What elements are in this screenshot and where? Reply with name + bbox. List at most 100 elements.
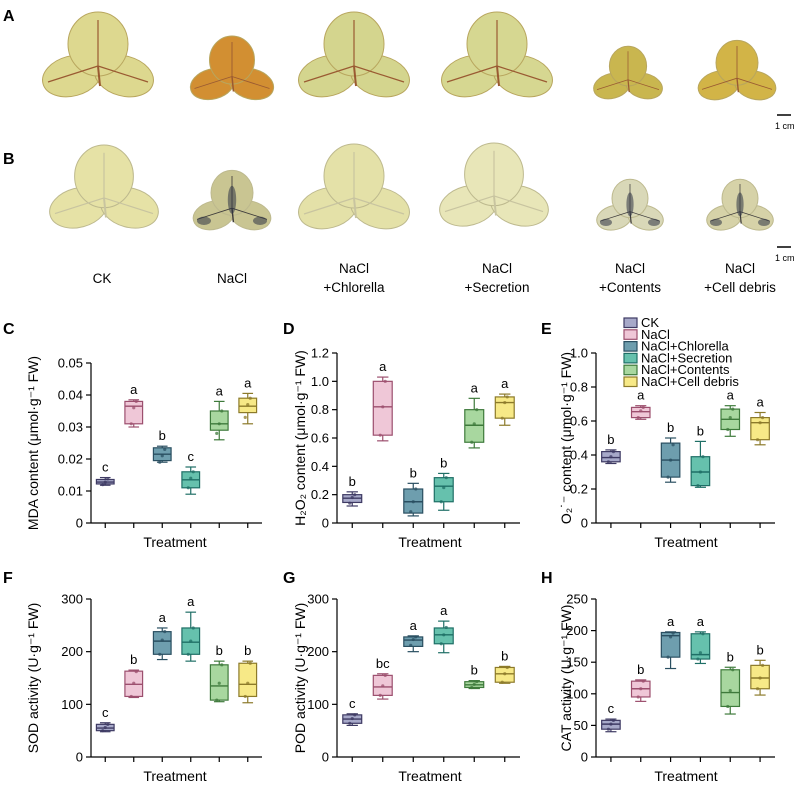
- legend-swatch: [623, 352, 638, 364]
- data-point: [246, 681, 250, 685]
- data-point: [134, 670, 138, 674]
- treatment-label-contents-line1: NaCl: [615, 261, 645, 276]
- panel-label-e: E: [541, 321, 552, 338]
- data-point: [505, 665, 509, 670]
- data-point: [383, 379, 387, 383]
- box-nacl: [124, 399, 144, 428]
- data-point: [726, 704, 730, 709]
- chart-pod: 0 100 200 300 c bc a a b b Treatment POD activity (…: [292, 592, 520, 784]
- leaf-vein: [194, 76, 233, 89]
- data-point: [414, 635, 418, 639]
- y-tick-label: 100: [61, 697, 83, 712]
- data-point: [668, 458, 673, 462]
- box: [464, 409, 485, 443]
- data-point: [189, 639, 193, 643]
- chart-sod: 0 100 200 300 c b a a b b Treatment SOD activity (U…: [25, 592, 262, 784]
- box-nacl-cell-debris: [238, 392, 258, 425]
- leaf-stain: [227, 185, 237, 214]
- significance-letter: a: [410, 618, 418, 633]
- y-tick-label: 0: [76, 750, 83, 765]
- box-nacl-chlorella: [403, 482, 424, 517]
- box-ck: [601, 718, 621, 733]
- leaf-vein: [496, 65, 548, 83]
- panel-label-d: D: [283, 321, 295, 338]
- data-point: [698, 470, 703, 474]
- leaf-vein: [596, 79, 629, 90]
- significance-letter: a: [159, 610, 167, 625]
- leaf-vein: [446, 65, 498, 83]
- y-tick-label: 0: [581, 750, 588, 765]
- y-tick-label: 150: [566, 655, 588, 670]
- y-axis-title: POD activity (U·g⁻¹ FW): [292, 603, 308, 754]
- data-point: [728, 689, 732, 693]
- legend-swatch: [623, 329, 638, 340]
- treatment-label-celldebris-line1: NaCl: [725, 261, 755, 276]
- data-point: [636, 695, 640, 699]
- data-point: [639, 687, 643, 691]
- leaf-vein: [627, 79, 660, 90]
- significance-letter: b: [501, 648, 508, 663]
- box-nacl-secretion: [690, 440, 711, 488]
- box: [630, 406, 651, 419]
- significance-letter: a: [187, 594, 195, 609]
- data-point: [248, 661, 252, 665]
- data-point: [411, 500, 415, 504]
- data-point: [641, 679, 645, 683]
- data-point: [220, 663, 224, 667]
- leaf-stain: [648, 218, 660, 226]
- significance-letter: a: [471, 380, 479, 395]
- data-point: [217, 422, 221, 426]
- legend-label: NaCl+Contents: [641, 362, 730, 377]
- treatment-label-nacl: NaCl: [217, 271, 247, 286]
- data-point: [189, 476, 193, 480]
- box-nacl-secretion: [433, 620, 454, 654]
- leaf-petiole: [353, 197, 357, 219]
- leaf-petiole: [496, 65, 500, 87]
- significance-letter: a: [697, 614, 705, 629]
- significance-letter: b: [607, 432, 614, 447]
- leaf: [189, 35, 275, 101]
- panel-label-h: H: [541, 570, 553, 587]
- data-point: [409, 510, 413, 514]
- data-point: [666, 475, 670, 479]
- data-point: [758, 421, 762, 425]
- box: [690, 633, 711, 660]
- data-point: [348, 501, 352, 505]
- data-point: [103, 725, 107, 730]
- data-point: [414, 487, 418, 491]
- y-tick-label: 0: [581, 516, 588, 531]
- significance-letter: a: [379, 359, 387, 374]
- x-axis-title: Treatment: [398, 768, 461, 784]
- y-tick-label: 0: [322, 516, 329, 531]
- leaf-petiole: [97, 65, 101, 87]
- box-ck: [95, 722, 115, 733]
- significance-letter: b: [410, 465, 417, 480]
- data-point: [439, 500, 443, 504]
- data-point: [160, 454, 164, 458]
- data-point: [609, 455, 613, 459]
- data-point: [606, 460, 611, 464]
- y-tick-label: 0.02: [58, 452, 83, 467]
- y-tick-label: 300: [61, 592, 83, 607]
- treatment-label-contents-line2: +Contents: [599, 280, 661, 295]
- data-point: [696, 484, 700, 488]
- data-point: [353, 713, 357, 717]
- leaf: [298, 11, 410, 98]
- leaf-stain: [197, 216, 211, 225]
- leaf-stain: [600, 218, 612, 226]
- y-tick-label: 1.2: [311, 346, 329, 361]
- legend-label: NaCl: [641, 327, 670, 342]
- significance-letter: a: [244, 375, 252, 390]
- data-point: [503, 400, 507, 405]
- legend-swatch: [623, 364, 638, 376]
- legend-label: CK: [641, 315, 659, 330]
- data-point: [132, 406, 136, 410]
- box: [403, 636, 424, 647]
- significance-letter: c: [102, 460, 109, 475]
- treatment-label-celldebris-line2: +Cell debris: [704, 280, 776, 295]
- box-nacl-contents: [209, 660, 229, 703]
- data-point: [378, 433, 382, 437]
- data-point: [101, 729, 105, 733]
- y-tick-label: 0.2: [311, 487, 329, 502]
- significance-letter: b: [159, 428, 166, 443]
